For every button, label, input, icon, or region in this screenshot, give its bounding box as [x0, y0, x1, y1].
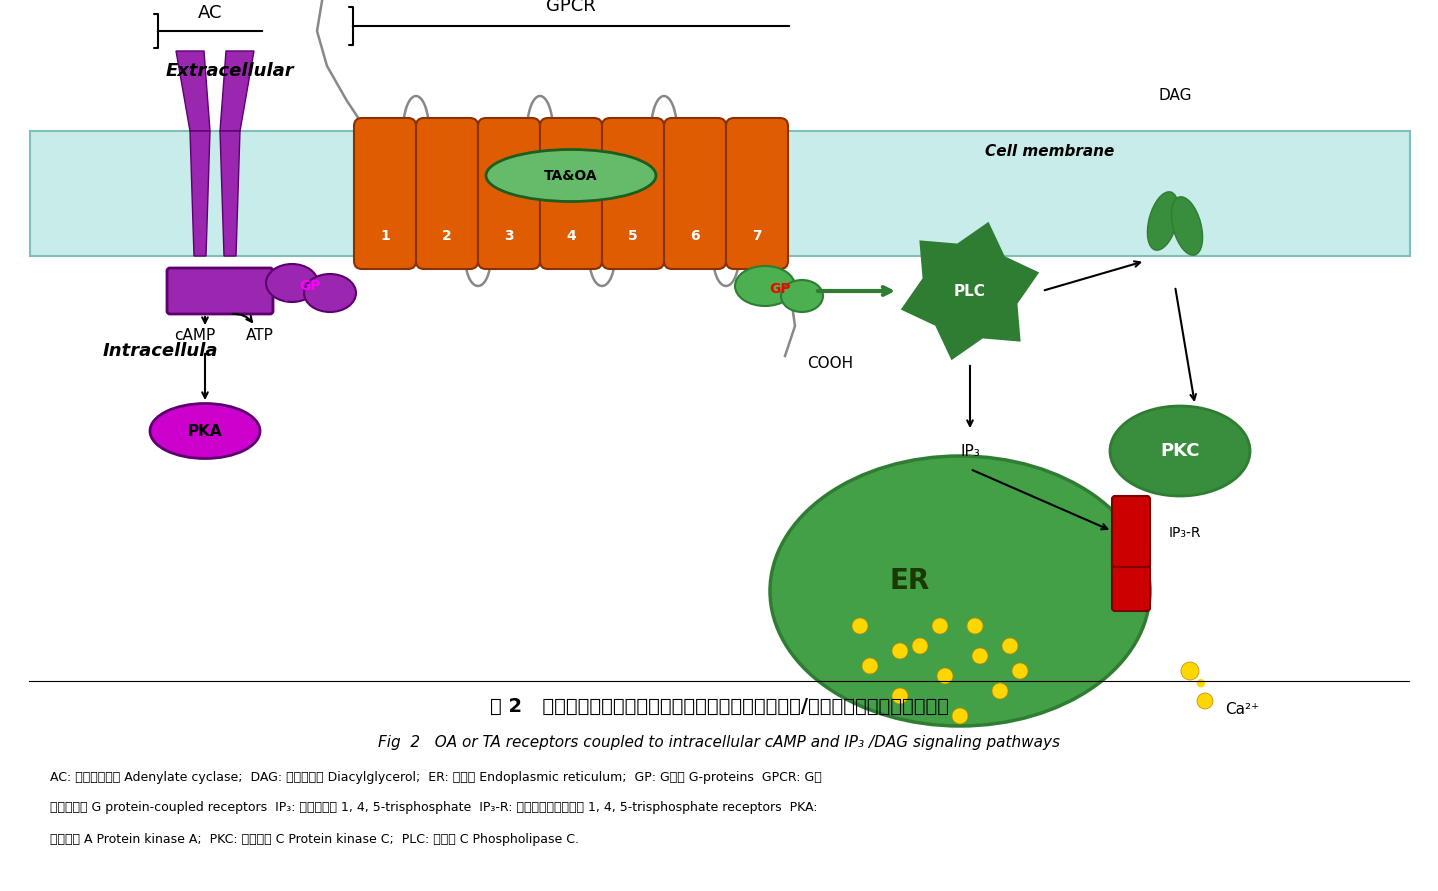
Ellipse shape: [1181, 662, 1199, 680]
Text: 白偶联受体 G protein-coupled receptors  IP₃: 肌醇三磷酸 1, 4, 5-trisphosphate  IP₃-R: 肌醇三磷: 白偶联受体 G protein-coupled receptors IP₃: 肌…: [50, 802, 817, 814]
Text: ●: ●: [1195, 678, 1205, 688]
Polygon shape: [175, 51, 210, 131]
Ellipse shape: [1110, 406, 1250, 496]
Text: 2: 2: [441, 229, 452, 243]
Ellipse shape: [1148, 192, 1179, 250]
Text: 5: 5: [628, 229, 638, 243]
Ellipse shape: [932, 618, 948, 634]
Text: 4: 4: [567, 229, 575, 243]
Text: 7: 7: [752, 229, 762, 243]
Text: Extracellular: Extracellular: [165, 62, 295, 80]
Ellipse shape: [892, 688, 907, 704]
Text: Intracellula: Intracellula: [102, 342, 217, 360]
Ellipse shape: [769, 456, 1150, 726]
Ellipse shape: [1196, 693, 1214, 709]
Text: IP₃-R: IP₃-R: [1169, 526, 1201, 540]
Polygon shape: [220, 131, 240, 256]
Text: AC: 腺苷酸环化酶 Adenylate cyclase;  DAG: 二酰基甘油 Diacylglycerol;  ER: 内质网 Endoplasmic r: AC: 腺苷酸环化酶 Adenylate cyclase; DAG: 二酰基甘油…: [50, 771, 821, 783]
Text: 蛋白激酶 A Protein kinase A;  PKC: 蛋白激酶 C Protein kinase C;  PLC: 磷脂酶 C Phospholipas: 蛋白激酶 A Protein kinase A; PKC: 蛋白激酶 C Pro…: [50, 832, 580, 846]
Text: COOH: COOH: [807, 356, 853, 372]
Ellipse shape: [912, 638, 928, 654]
FancyBboxPatch shape: [726, 118, 788, 269]
Polygon shape: [190, 131, 210, 256]
Text: PKA: PKA: [188, 423, 223, 438]
Ellipse shape: [938, 668, 953, 684]
Ellipse shape: [992, 683, 1008, 699]
Text: GP: GP: [769, 282, 791, 296]
Text: ER: ER: [890, 567, 930, 595]
Ellipse shape: [972, 648, 988, 664]
Ellipse shape: [1172, 197, 1202, 255]
Text: ATP: ATP: [246, 329, 273, 344]
Ellipse shape: [851, 618, 869, 634]
FancyBboxPatch shape: [416, 118, 477, 269]
Text: GPCR: GPCR: [546, 0, 595, 15]
Polygon shape: [220, 51, 255, 131]
Ellipse shape: [266, 264, 318, 302]
Ellipse shape: [150, 404, 260, 459]
Text: TA&OA: TA&OA: [544, 168, 598, 183]
Ellipse shape: [861, 658, 879, 674]
Ellipse shape: [966, 618, 984, 634]
Text: cAMP: cAMP: [174, 329, 216, 344]
Text: Ca²⁺: Ca²⁺: [1225, 701, 1260, 716]
Text: GP: GP: [299, 279, 321, 293]
Text: 1: 1: [380, 229, 390, 243]
FancyBboxPatch shape: [541, 118, 603, 269]
Ellipse shape: [486, 150, 656, 201]
FancyBboxPatch shape: [603, 118, 664, 269]
Text: PKC: PKC: [1160, 442, 1199, 460]
Ellipse shape: [1002, 638, 1018, 654]
FancyBboxPatch shape: [1112, 540, 1150, 611]
Ellipse shape: [892, 643, 907, 659]
Text: Fig  2   OA or TA receptors coupled to intracellular cAMP and IP₃ /DAG signaling: Fig 2 OA or TA receptors coupled to intr…: [378, 735, 1060, 750]
Text: DAG: DAG: [1158, 88, 1192, 103]
FancyBboxPatch shape: [354, 118, 416, 269]
Text: 3: 3: [505, 229, 513, 243]
Text: AC: AC: [198, 4, 223, 22]
Text: 6: 6: [690, 229, 700, 243]
Text: IP₃: IP₃: [961, 444, 979, 459]
FancyBboxPatch shape: [477, 118, 541, 269]
Text: Cell membrane: Cell membrane: [985, 143, 1114, 159]
FancyBboxPatch shape: [167, 268, 273, 314]
FancyBboxPatch shape: [1112, 496, 1150, 567]
Polygon shape: [903, 224, 1038, 358]
Ellipse shape: [303, 274, 357, 312]
Ellipse shape: [735, 266, 795, 306]
Ellipse shape: [952, 708, 968, 724]
FancyBboxPatch shape: [664, 118, 726, 269]
Text: 图 2   章鱼胺和酪胺受体偶联胞内环腺苷酸和三磷酸肌醇/二酰基甘油的信号转导途径: 图 2 章鱼胺和酪胺受体偶联胞内环腺苷酸和三磷酸肌醇/二酰基甘油的信号转导途径: [489, 697, 949, 715]
Text: PLC: PLC: [953, 283, 986, 298]
Bar: [30, 131, 1411, 256]
Ellipse shape: [781, 280, 823, 312]
Ellipse shape: [1012, 663, 1028, 679]
